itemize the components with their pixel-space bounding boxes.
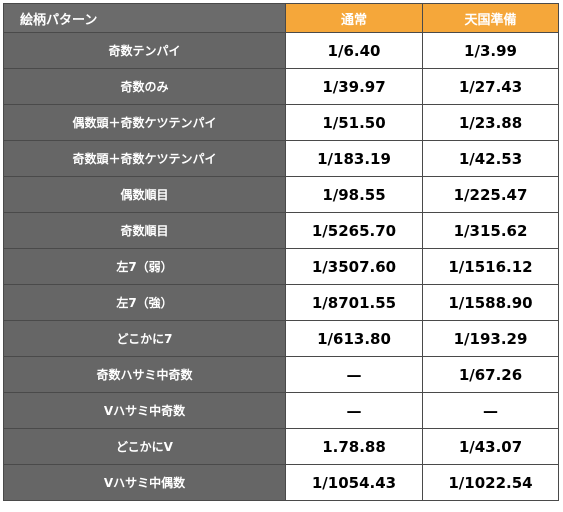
row-heaven-value: 1/43.07 <box>422 428 559 465</box>
header-heaven: 天国準備 <box>422 3 559 33</box>
row-pattern-label: 奇数順目 <box>3 212 286 249</box>
row-heaven-value: 1/193.29 <box>422 320 559 357</box>
table-row: Vハサミ中奇数 — — <box>3 392 559 429</box>
table-row: 奇数のみ 1/39.97 1/27.43 <box>3 68 559 105</box>
table-row: どこかに7 1/613.80 1/193.29 <box>3 320 559 357</box>
row-pattern-label: Vハサミ中奇数 <box>3 392 286 429</box>
table-row: 偶数頭＋奇数ケツテンパイ 1/51.50 1/23.88 <box>3 104 559 141</box>
row-normal-value: — <box>285 392 423 429</box>
row-normal-value: 1/51.50 <box>285 104 423 141</box>
header-pattern: 絵柄パターン <box>3 3 286 33</box>
header-normal: 通常 <box>285 3 423 33</box>
table-row: 奇数順目 1/5265.70 1/315.62 <box>3 212 559 249</box>
row-heaven-value: — <box>422 392 559 429</box>
row-pattern-label: 奇数テンパイ <box>3 32 286 69</box>
row-heaven-value: 1/3.99 <box>422 32 559 69</box>
header-row: 絵柄パターン 通常 天国準備 <box>3 3 559 33</box>
row-normal-value: 1/8701.55 <box>285 284 423 321</box>
row-normal-value: 1/39.97 <box>285 68 423 105</box>
row-normal-value: 1/5265.70 <box>285 212 423 249</box>
table-body: 奇数テンパイ 1/6.40 1/3.99 奇数のみ 1/39.97 1/27.4… <box>3 32 559 501</box>
table-row: Vハサミ中偶数 1/1054.43 1/1022.54 <box>3 464 559 501</box>
table-row: 偶数順目 1/98.55 1/225.47 <box>3 176 559 213</box>
table-header: 絵柄パターン 通常 天国準備 <box>3 3 559 33</box>
row-heaven-value: 1/23.88 <box>422 104 559 141</box>
row-normal-value: 1.78.88 <box>285 428 423 465</box>
row-heaven-value: 1/315.62 <box>422 212 559 249</box>
row-heaven-value: 1/1516.12 <box>422 248 559 285</box>
table-row: どこかにV 1.78.88 1/43.07 <box>3 428 559 465</box>
row-heaven-value: 1/42.53 <box>422 140 559 177</box>
table-row: 左7（強） 1/8701.55 1/1588.90 <box>3 284 559 321</box>
row-normal-value: 1/613.80 <box>285 320 423 357</box>
row-pattern-label: どこかにV <box>3 428 286 465</box>
row-pattern-label: 奇数頭＋奇数ケツテンパイ <box>3 140 286 177</box>
row-pattern-label: 奇数ハサミ中奇数 <box>3 356 286 393</box>
table-row: 奇数頭＋奇数ケツテンパイ 1/183.19 1/42.53 <box>3 140 559 177</box>
row-heaven-value: 1/27.43 <box>422 68 559 105</box>
row-pattern-label: どこかに7 <box>3 320 286 357</box>
table-row: 奇数テンパイ 1/6.40 1/3.99 <box>3 32 559 69</box>
row-pattern-label: 左7（弱） <box>3 248 286 285</box>
row-heaven-value: 1/67.26 <box>422 356 559 393</box>
table-row: 左7（弱） 1/3507.60 1/1516.12 <box>3 248 559 285</box>
row-normal-value: 1/183.19 <box>285 140 423 177</box>
row-heaven-value: 1/1022.54 <box>422 464 559 501</box>
row-pattern-label: 偶数順目 <box>3 176 286 213</box>
row-normal-value: 1/98.55 <box>285 176 423 213</box>
row-heaven-value: 1/1588.90 <box>422 284 559 321</box>
row-pattern-label: 左7（強） <box>3 284 286 321</box>
table-row: 奇数ハサミ中奇数 — 1/67.26 <box>3 356 559 393</box>
row-normal-value: 1/3507.60 <box>285 248 423 285</box>
row-pattern-label: 偶数頭＋奇数ケツテンパイ <box>3 104 286 141</box>
row-normal-value: — <box>285 356 423 393</box>
row-heaven-value: 1/225.47 <box>422 176 559 213</box>
row-normal-value: 1/1054.43 <box>285 464 423 501</box>
row-pattern-label: Vハサミ中偶数 <box>3 464 286 501</box>
probability-table: 絵柄パターン 通常 天国準備 奇数テンパイ 1/6.40 1/3.99 奇数のみ… <box>3 3 559 501</box>
row-normal-value: 1/6.40 <box>285 32 423 69</box>
row-pattern-label: 奇数のみ <box>3 68 286 105</box>
